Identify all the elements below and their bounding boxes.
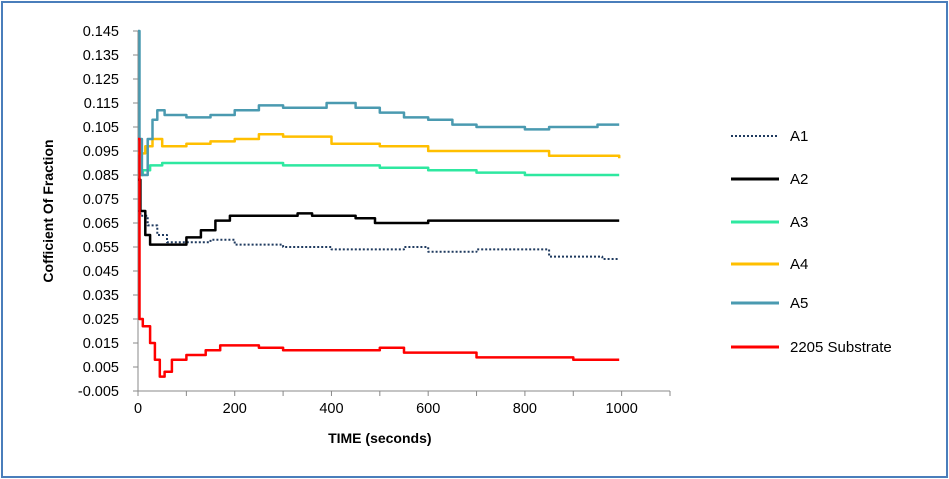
series-line-a1 (138, 210, 620, 260)
y-tick-label: 0.005 (83, 360, 119, 376)
y-tick-label: 0.095 (83, 144, 119, 160)
x-tick-label: 400 (319, 401, 343, 417)
y-axis-title: Cofficient Of Fraction (40, 139, 56, 282)
x-tick-label: 0 (134, 401, 142, 417)
y-tick-label: 0.105 (83, 120, 119, 136)
legend-label: A4 (790, 256, 808, 273)
y-tick-label: 0.015 (83, 336, 119, 352)
legend-label: A5 (790, 295, 808, 312)
x-tick-label: 600 (416, 401, 440, 417)
legend-label: A3 (790, 214, 808, 231)
series-line-a3 (138, 161, 620, 177)
y-tick-label: 0.075 (83, 192, 119, 208)
legend-label: 2205 Substrate (790, 339, 892, 356)
legend-label: A1 (790, 128, 808, 145)
y-tick-label: 0.035 (83, 288, 119, 304)
series-layer (138, 29, 621, 378)
y-tick-label: 0.045 (83, 264, 119, 280)
series-line-2205-substrate (138, 137, 620, 378)
x-tick-label: 200 (223, 401, 247, 417)
y-tick-label: 0.065 (83, 216, 119, 232)
y-tick-label: 0.125 (83, 72, 119, 88)
y-tick-label: 0.085 (83, 168, 119, 184)
legend: A1 A2 A3 A4 A5 2205 Substrate (731, 128, 892, 356)
y-axis: 0.145 0.135 0.125 0.115 0.105 0.095 0.085 0.075… (78, 24, 139, 400)
y-tick-label: 0.115 (84, 96, 119, 112)
x-axis: 0 200 400 600 800 1000 (134, 390, 671, 417)
y-tick-label: 0.025 (83, 312, 119, 328)
series-line-a4 (138, 132, 621, 159)
x-tick-label: 1000 (606, 401, 638, 417)
x-axis-title: TIME (seconds) (328, 430, 431, 446)
y-tick-label: 0.135 (83, 48, 119, 64)
y-tick-label: 0.055 (83, 240, 119, 256)
y-tick-label: 0.145 (83, 24, 119, 40)
series-line-a2 (138, 178, 620, 246)
legend-label: A2 (790, 171, 808, 188)
series-line-a5 (138, 29, 620, 177)
x-tick-label: 800 (513, 401, 537, 417)
y-tick-label: -0.005 (78, 384, 119, 400)
